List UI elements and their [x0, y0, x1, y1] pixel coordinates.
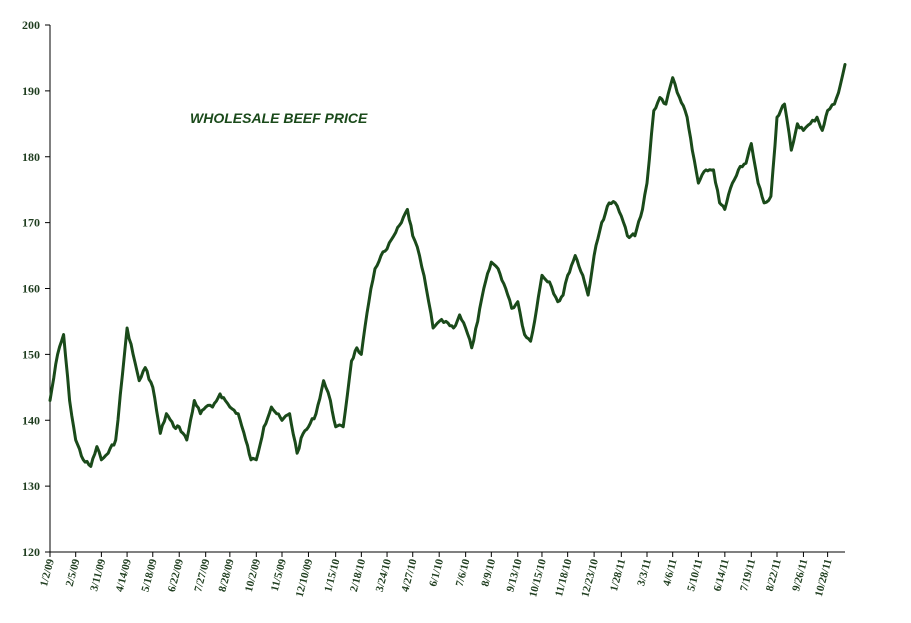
y-tick-label: 160 — [22, 282, 40, 296]
x-tick-label: 7/27/09 — [192, 557, 212, 593]
y-tick-label: 130 — [22, 479, 40, 493]
x-tick-label: 11/18/10 — [553, 557, 575, 598]
x-tick-label: 2/18/10 — [348, 557, 368, 593]
x-tick-label: 9/26/11 — [790, 558, 810, 593]
x-tick-label: 7/19/11 — [738, 558, 758, 593]
x-tick-label: 6/14/11 — [712, 558, 732, 593]
y-tick-label: 200 — [22, 18, 40, 32]
x-tick-label: 12/10/09 — [294, 557, 316, 598]
y-tick-label: 140 — [22, 413, 40, 427]
x-tick-label: 10/2/09 — [243, 557, 263, 593]
y-tick-label: 120 — [22, 545, 40, 559]
x-tick-label: 6/22/09 — [166, 557, 186, 593]
x-tick-label: 2/5/09 — [64, 557, 83, 588]
x-tick-label: 10/28/11 — [813, 558, 835, 598]
x-axis: 1/2/09 2/5/09 3/11/09 4/14/09 5/18/09 6/22/09… — [38, 551, 845, 599]
x-tick-label: 6/1/10 — [427, 557, 446, 588]
x-tick-label: 4/6/11 — [661, 558, 680, 588]
y-tick-label: 180 — [22, 150, 40, 164]
x-tick-label: 8/9/10 — [479, 557, 498, 588]
x-tick-label: 1/2/09 — [38, 557, 57, 588]
x-tick-label: 3/3/11 — [635, 558, 654, 588]
x-tick-label: 8/22/11 — [764, 558, 784, 593]
x-tick-label: 5/18/09 — [139, 557, 159, 593]
y-tick-label: 170 — [22, 216, 40, 230]
x-tick-label: 9/13/10 — [504, 557, 524, 593]
series-group — [48, 63, 847, 468]
x-tick-label: 1/15/10 — [322, 557, 342, 593]
x-tick-label: 4/27/10 — [399, 557, 419, 593]
x-tick-label: 10/15/10 — [527, 557, 549, 598]
x-tick-label: 7/6/10 — [454, 557, 473, 588]
y-tick-label: 150 — [22, 347, 40, 361]
x-tick-label: 8/28/09 — [216, 557, 236, 593]
y-tick-label: 190 — [22, 84, 40, 98]
series-line — [48, 63, 847, 468]
x-tick-label: 11/5/09 — [269, 557, 289, 592]
x-tick-label: 3/24/10 — [374, 557, 394, 593]
chart-title: WHOLESALE BEEF PRICE — [190, 110, 368, 126]
x-tick-label: 12/23/10 — [579, 557, 601, 598]
x-tick-label: 5/10/11 — [685, 558, 705, 593]
y-axis: 120 130 140 150 160 170 180 190 200 — [22, 18, 51, 559]
x-tick-label: 4/14/09 — [114, 557, 134, 593]
x-tick-label: 1/28/11 — [608, 558, 628, 593]
x-tick-label: 3/11/09 — [88, 557, 108, 592]
